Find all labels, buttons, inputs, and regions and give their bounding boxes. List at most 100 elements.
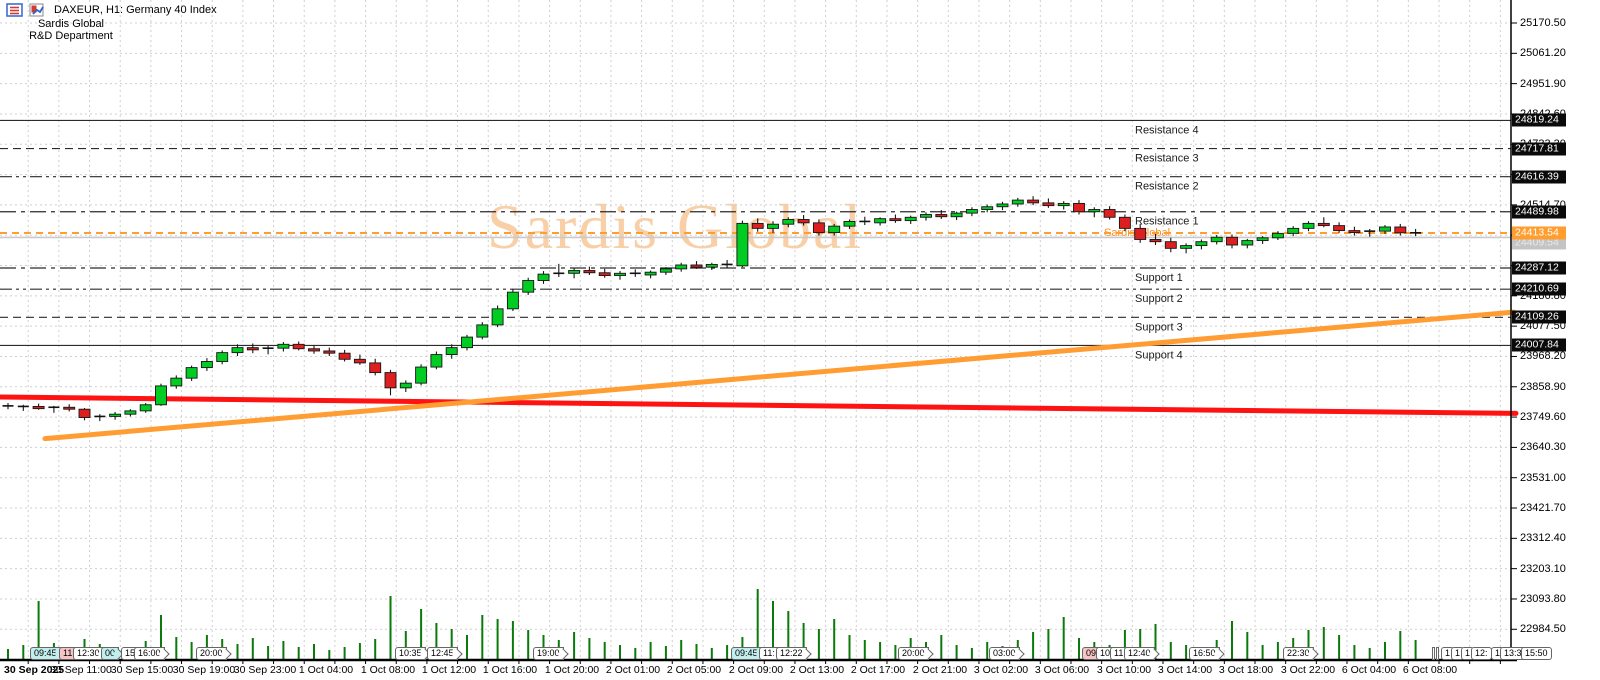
- volume-bar: [481, 615, 484, 659]
- time-axis-label: 30 Sep 19:00: [172, 664, 236, 676]
- time-tag[interactable]: 09:45: [731, 647, 762, 660]
- doji-candle: [17, 405, 29, 408]
- volume-bar: [511, 621, 514, 659]
- price-axis-label: 23421.70: [1520, 502, 1566, 515]
- volume-bar: [1047, 629, 1050, 659]
- candle-body: [537, 273, 550, 281]
- time-tag[interactable]: 00: [101, 647, 120, 660]
- time-axis-label: 2 Oct 17:00: [850, 664, 906, 676]
- candle-body: [1195, 241, 1208, 247]
- volume-bar: [175, 637, 178, 659]
- volume-bar: [817, 629, 820, 659]
- price-level-badge: 24717.81: [1512, 142, 1566, 156]
- time-axis-label: 2 Oct 13:00: [789, 664, 845, 676]
- price-axis-label: 23858.90: [1520, 380, 1566, 393]
- chart-file-icon: [28, 3, 46, 17]
- time-tag[interactable]: 15:50: [1521, 647, 1552, 660]
- time-tag[interactable]: 16:50: [1189, 647, 1220, 660]
- price-axis-label: 24951.90: [1520, 77, 1566, 90]
- time-tag[interactable]: 12:: [1471, 647, 1492, 660]
- quotes-list-icon: [6, 3, 24, 17]
- orange-trendline[interactable]: [42, 309, 1517, 442]
- volume-bar: [970, 648, 973, 659]
- candle-body: [1088, 209, 1101, 213]
- time-tag[interactable]: 12:40: [1124, 647, 1155, 660]
- time-tag[interactable]: 19:00: [533, 647, 564, 660]
- volume-bar: [389, 596, 392, 659]
- doji-candle: [1364, 230, 1376, 232]
- candle-body: [124, 410, 137, 415]
- volume-bar: [1322, 627, 1325, 659]
- candle-body: [399, 382, 412, 389]
- time-axis-label: 6 Oct 08:00: [1402, 664, 1458, 676]
- time-tag[interactable]: 20:00: [196, 647, 227, 660]
- candle-body: [1287, 227, 1300, 234]
- candle-body: [690, 264, 703, 268]
- candle-body: [415, 366, 428, 384]
- time-axis-label: 3 Oct 14:00: [1157, 664, 1213, 676]
- candle-body: [1210, 236, 1223, 243]
- time-tag[interactable]: 12:45: [427, 647, 458, 660]
- time-axis-label: 2 Oct 09:00: [728, 664, 784, 676]
- volume-bar: [787, 611, 790, 659]
- level-label-support-1[interactable]: Support 1: [1135, 272, 1183, 284]
- candle-body: [1118, 216, 1131, 229]
- time-axis-label: 6 Oct 04:00: [1341, 664, 1397, 676]
- time-axis-label: 30 Sep 23:00: [233, 664, 297, 676]
- price-axis-label: 25061.20: [1520, 47, 1566, 60]
- time-axis-label: 3 Oct 18:00: [1218, 664, 1274, 676]
- time-tag[interactable]: 12:30: [73, 647, 104, 660]
- time-tag[interactable]: 22:30: [1283, 647, 1314, 660]
- chart-header: DAXEUR, H1: Germany 40 Index: [6, 3, 217, 17]
- time-tag[interactable]: 16:00: [134, 647, 165, 660]
- price-axis-label: 23203.10: [1520, 562, 1566, 575]
- volume-bar: [1261, 645, 1264, 659]
- candle-body: [63, 406, 76, 410]
- level-label-support-2[interactable]: Support 2: [1135, 293, 1183, 305]
- candle-body: [1073, 202, 1085, 213]
- level-label-resistance-3[interactable]: Resistance 3: [1135, 153, 1199, 165]
- volume-bar: [1139, 629, 1142, 659]
- time-tag[interactable]: 20:00: [898, 647, 929, 660]
- time-axis-label: 30 Sep 15:00: [110, 664, 174, 676]
- volume-bar: [1062, 617, 1065, 659]
- level-label-resistance-1[interactable]: Resistance 1: [1135, 216, 1199, 228]
- doji-candle: [553, 272, 565, 275]
- time-tag[interactable]: [1432, 647, 1435, 660]
- doji-candle: [859, 220, 871, 223]
- volume-bar: [1032, 632, 1035, 659]
- volume-bar: [863, 640, 866, 659]
- time-axis-label: 1 Oct 16:00: [482, 664, 538, 676]
- candle-body: [155, 385, 167, 406]
- candle-body: [782, 219, 795, 225]
- candle-body: [1042, 202, 1055, 207]
- level-label-support-3[interactable]: Support 3: [1135, 321, 1183, 333]
- candle-body: [1394, 226, 1407, 234]
- time-tag[interactable]: 03:00: [989, 647, 1020, 660]
- price-axis-label: 23093.80: [1520, 592, 1566, 605]
- level-label-resistance-2[interactable]: Resistance 2: [1135, 181, 1199, 193]
- candle-body: [568, 270, 581, 274]
- volume-bar: [374, 639, 377, 659]
- doji-candle: [262, 347, 274, 349]
- volume-bar: [1399, 631, 1402, 659]
- candle-body: [1302, 222, 1315, 229]
- volume-bar: [1307, 630, 1310, 659]
- candle-body: [170, 377, 183, 387]
- price-level-badge: 24109.26: [1512, 310, 1566, 324]
- price-axis-label: 23968.20: [1520, 350, 1566, 363]
- volume-bar: [833, 619, 836, 659]
- time-tag[interactable]: [1436, 647, 1439, 660]
- candle-body: [1103, 209, 1116, 218]
- time-tag[interactable]: 10:35: [395, 647, 426, 660]
- level-label-support-4[interactable]: Support 4: [1135, 349, 1183, 361]
- time-axis-label: 30 Sep 2025: [4, 664, 65, 676]
- level-label-resistance-4[interactable]: Resistance 4: [1135, 124, 1199, 136]
- volume-bar: [1353, 645, 1356, 659]
- time-tag[interactable]: 09:45: [30, 647, 61, 660]
- volume-bar: [7, 649, 9, 659]
- subtitle-line2: R&D Department: [29, 30, 113, 42]
- red-trendline[interactable]: [0, 394, 1519, 416]
- time-tag[interactable]: 12:22: [776, 647, 807, 660]
- volume-bar: [1368, 648, 1371, 659]
